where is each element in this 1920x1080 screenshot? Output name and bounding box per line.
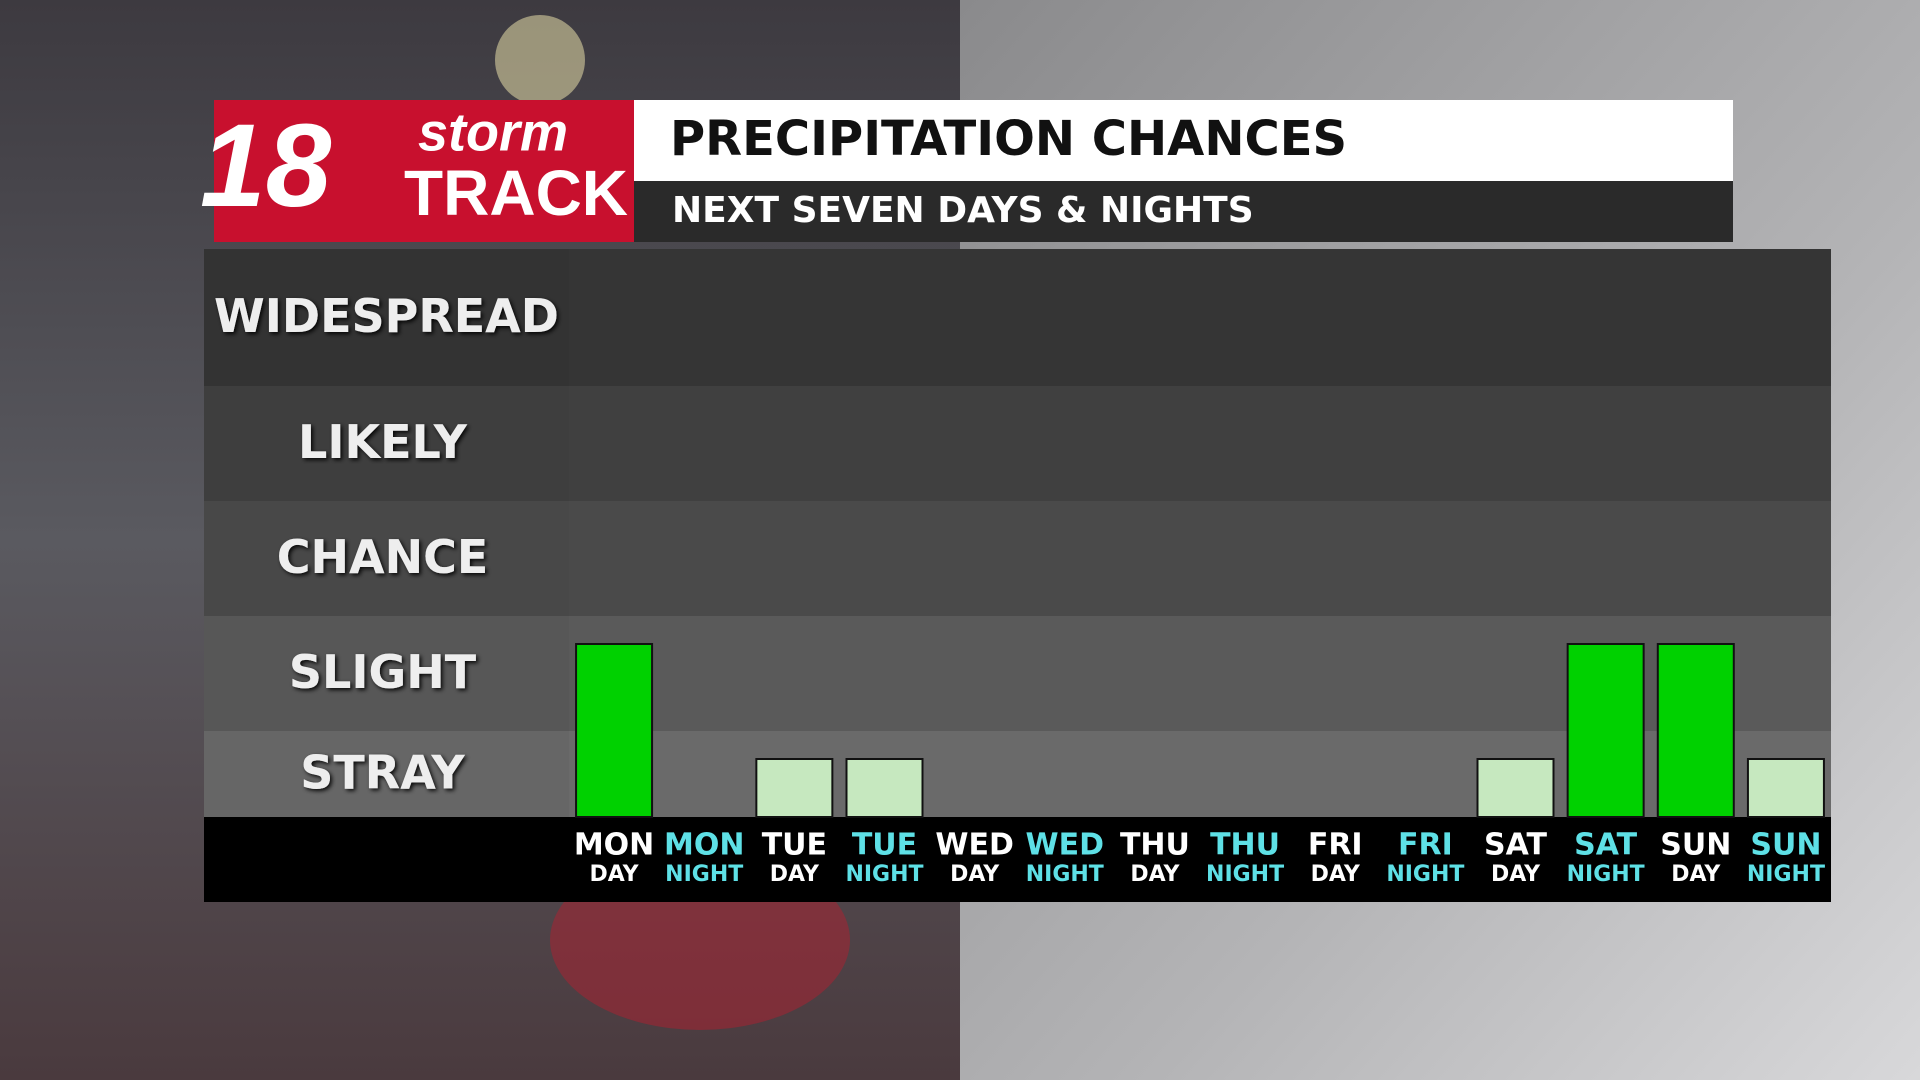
bar — [845, 758, 924, 818]
logo-line1: storm — [418, 102, 568, 162]
logo-box — [214, 100, 634, 242]
band — [569, 386, 1831, 501]
x-tick-label: TUE — [852, 828, 917, 863]
x-tick-label: FRI — [1308, 828, 1363, 863]
x-tick-sublabel: DAY — [950, 862, 1000, 887]
x-tick-label: SAT — [1574, 828, 1637, 863]
logo-line2: TRACK — [404, 157, 628, 229]
band — [569, 249, 1831, 386]
band-label-cell — [204, 501, 569, 616]
subtitle-bar — [634, 181, 1733, 242]
x-tick-label: WED — [935, 828, 1014, 863]
bar — [575, 643, 654, 818]
x-tick-label: MON — [574, 828, 654, 863]
x-tick-label: SAT — [1484, 828, 1547, 863]
y-tick-label: LIKELY — [298, 415, 468, 469]
x-tick-sublabel: NIGHT — [1206, 862, 1284, 887]
chart-title: PRECIPITATION CHANCES — [670, 111, 1347, 167]
y-tick-label: SLIGHT — [289, 645, 477, 699]
x-tick-label: FRI — [1398, 828, 1453, 863]
chart: STRAYSLIGHTCHANCELIKELYWIDESPREADMONDAYM… — [204, 249, 1831, 887]
x-tick-sublabel: NIGHT — [1026, 862, 1104, 887]
x-tick-sublabel: NIGHT — [665, 862, 743, 887]
bar — [755, 758, 834, 818]
x-tick-label: THU — [1210, 828, 1280, 863]
x-tick-sublabel: DAY — [1130, 862, 1180, 887]
x-tick-sublabel: DAY — [590, 862, 640, 887]
bar — [1476, 758, 1555, 818]
x-tick-sublabel: NIGHT — [1747, 862, 1825, 887]
bar — [1656, 643, 1735, 818]
logo-number: 18 — [200, 100, 332, 232]
x-tick-sublabel: NIGHT — [1386, 862, 1464, 887]
band — [569, 501, 1831, 616]
x-tick-label: MON — [664, 828, 744, 863]
x-tick-label: SUN — [1660, 828, 1731, 863]
x-tick-sublabel: DAY — [1311, 862, 1361, 887]
x-tick-label: THU — [1120, 828, 1190, 863]
band-label-cell — [204, 249, 569, 386]
x-tick-sublabel: DAY — [770, 862, 820, 887]
x-axis-bar — [204, 817, 1831, 902]
y-tick-label: WIDESPREAD — [214, 289, 559, 343]
x-tick-sublabel: DAY — [1671, 862, 1721, 887]
x-tick-sublabel: DAY — [1491, 862, 1541, 887]
y-tick-label: STRAY — [300, 746, 465, 800]
y-tick-label: CHANCE — [277, 530, 489, 584]
chart-subtitle: NEXT SEVEN DAYS & NIGHTS — [672, 190, 1254, 231]
band-label-cell — [204, 616, 569, 731]
bar — [1746, 758, 1825, 818]
background-light — [495, 15, 585, 105]
band-label-cell — [204, 731, 569, 817]
bar — [1566, 643, 1645, 818]
x-tick-sublabel: NIGHT — [845, 862, 923, 887]
title-bar — [634, 100, 1733, 181]
x-tick-label: TUE — [762, 828, 827, 863]
x-tick-label: WED — [1026, 828, 1105, 863]
x-tick-sublabel: NIGHT — [1567, 862, 1645, 887]
x-tick-label: SUN — [1750, 828, 1821, 863]
band-label-cell — [204, 386, 569, 501]
